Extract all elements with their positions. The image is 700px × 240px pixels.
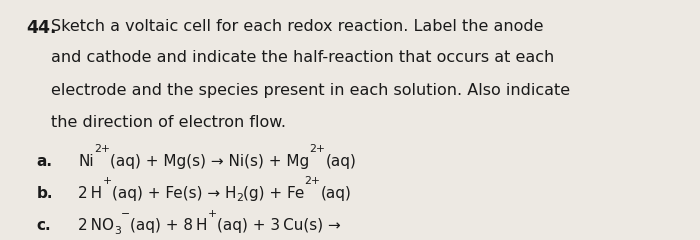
Text: 2: 2 [236, 193, 243, 203]
Text: (aq): (aq) [326, 154, 356, 168]
Text: b.: b. [36, 186, 53, 201]
Text: −: − [121, 209, 130, 219]
Text: a.: a. [36, 154, 52, 168]
Text: +: + [208, 209, 217, 219]
Text: Sketch a voltaic cell for each redox reaction. Label the anode: Sketch a voltaic cell for each redox rea… [51, 19, 544, 34]
Text: 44.: 44. [27, 19, 57, 37]
Text: (g) + Fe: (g) + Fe [243, 186, 304, 201]
Text: (aq) + Fe(s) → H: (aq) + Fe(s) → H [112, 186, 236, 201]
Text: (aq) + 8 H: (aq) + 8 H [130, 218, 208, 233]
Text: Ni: Ni [78, 154, 94, 168]
Text: 2 NO: 2 NO [78, 218, 114, 233]
Text: the direction of electron flow.: the direction of electron flow. [51, 115, 286, 130]
Text: +: + [102, 176, 112, 186]
Text: c.: c. [36, 218, 51, 233]
Text: 3: 3 [114, 226, 121, 236]
Text: 2+: 2+ [94, 144, 110, 154]
Text: (aq) + Mg(s) → Ni(s) + Mg: (aq) + Mg(s) → Ni(s) + Mg [110, 154, 309, 168]
Text: electrode and the species present in each solution. Also indicate: electrode and the species present in eac… [51, 83, 570, 98]
Text: and cathode and indicate the half-reaction that occurs at each: and cathode and indicate the half-reacti… [51, 50, 554, 65]
Text: (aq) + 3 Cu(s) →: (aq) + 3 Cu(s) → [217, 218, 341, 233]
Text: (aq): (aq) [321, 186, 351, 201]
Text: 2 H: 2 H [78, 186, 102, 201]
Text: 2+: 2+ [304, 176, 321, 186]
Text: 2+: 2+ [309, 144, 326, 154]
